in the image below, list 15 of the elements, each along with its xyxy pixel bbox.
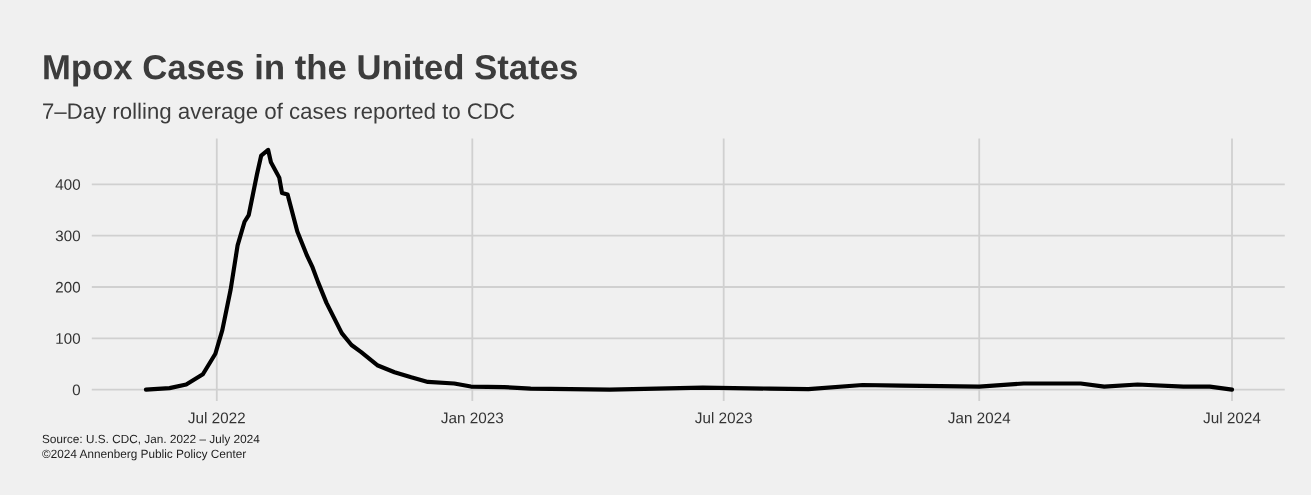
chart-title: Mpox Cases in the United States — [44, 54, 577, 87]
y-tick-label: 300 — [55, 230, 81, 242]
x-tick-label: Jul 2024 — [1203, 412, 1261, 424]
x-tick-label: Jul 2023 — [695, 412, 752, 424]
line-series — [143, 147, 1235, 392]
x-tick-label: Jan 2023 — [441, 412, 504, 424]
y-tick-label: 200 — [55, 281, 81, 293]
y-tick-label: 0 — [72, 384, 81, 396]
source-note: Source: U.S. CDC, Jan. 2022 – July 2024 — [42, 434, 260, 446]
x-tick-label: Jan 2024 — [948, 412, 1011, 424]
y-tick-label: 400 — [55, 179, 81, 190]
text: ©2024 Annenberg Public Policy Center — [42, 449, 247, 461]
chart-subtitle: 7–Day rolling average of cases reported to CDC — [43, 102, 515, 124]
x-tick-label: Jul 2022 — [188, 412, 245, 424]
y-tick-label: 100 — [56, 333, 81, 344]
